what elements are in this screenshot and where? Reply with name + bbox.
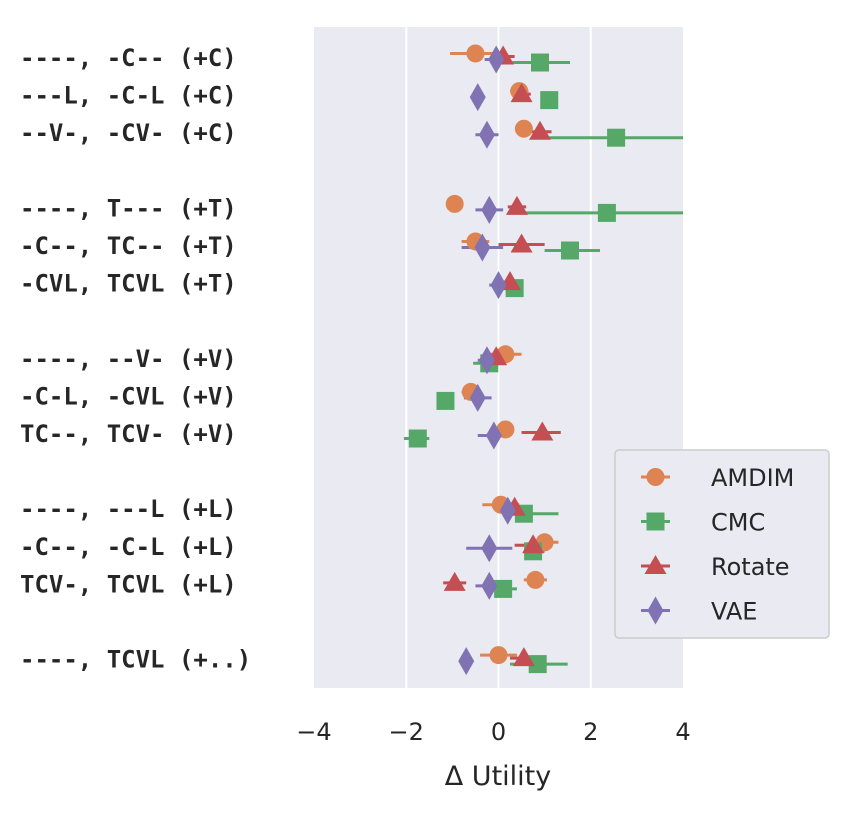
data-point xyxy=(458,647,475,676)
x-tick-label: −2 xyxy=(389,718,424,746)
legend-label: Rotate xyxy=(711,553,790,581)
legend-marker xyxy=(647,596,664,625)
row-label: ----, -C-- (+C) xyxy=(20,44,237,72)
legend-label: AMDIM xyxy=(711,464,794,492)
row-label: TC--, TCV- (+V) xyxy=(20,420,237,448)
row-label: -C--, TC-- (+T) xyxy=(20,232,237,260)
row-labels: ----, -C-- (+C) ---L, -C-L (+C) --V-, -CV-… xyxy=(20,44,251,674)
data-point xyxy=(499,496,516,525)
data-point xyxy=(528,655,547,674)
data-point xyxy=(474,233,491,262)
row-label: ----, --V- (+V) xyxy=(20,345,237,373)
legend-box xyxy=(614,449,830,639)
row-label: --V-, -CV- (+C) xyxy=(20,119,237,147)
data-point xyxy=(512,647,535,667)
data-point xyxy=(481,571,498,600)
data-point xyxy=(494,579,513,598)
data-point xyxy=(436,391,455,410)
row-label: ----, ---L (+L) xyxy=(20,495,237,523)
data-point xyxy=(522,534,545,554)
legend-marker xyxy=(644,555,667,574)
row-label: -CVL, TCVL (+T) xyxy=(20,270,237,298)
data-point xyxy=(478,346,495,375)
legend-marker xyxy=(646,468,665,486)
data-point xyxy=(489,646,508,665)
data-point xyxy=(529,120,552,140)
data-point xyxy=(488,45,505,74)
data-point xyxy=(443,571,466,591)
data-point xyxy=(531,421,554,441)
x-tick-label: 4 xyxy=(675,718,690,746)
row-label: TCV-, TCVL (+L) xyxy=(20,570,237,598)
row-label: ---L, -C-L (+C) xyxy=(20,82,237,110)
row-label: ----, TCVL (+..) xyxy=(20,646,251,674)
legend-label: CMC xyxy=(711,509,765,537)
data-point xyxy=(485,421,502,450)
data-point xyxy=(481,195,498,224)
x-tick-label: −4 xyxy=(296,718,331,746)
data-point xyxy=(490,271,507,300)
legend: AMDIM CMC Rotate VAE xyxy=(614,449,830,639)
x-tick-labels: −4 −2 0 2 4 xyxy=(296,718,690,746)
data-point xyxy=(560,241,579,260)
data-point xyxy=(445,194,464,213)
x-axis-label: Δ Utility xyxy=(445,761,551,792)
row-label: -C--, -C-L (+L) xyxy=(20,533,237,561)
row-label: ----, T--- (+T) xyxy=(20,194,237,222)
data-point xyxy=(481,534,498,563)
data-point xyxy=(510,233,533,253)
data-point xyxy=(607,128,626,147)
data-point xyxy=(526,570,545,589)
data-point xyxy=(505,195,528,215)
x-tick-label: 0 xyxy=(491,718,506,746)
data-point xyxy=(510,83,533,103)
markers xyxy=(408,44,626,676)
data-point xyxy=(531,53,550,72)
data-point xyxy=(478,120,495,149)
legend-label: VAE xyxy=(711,598,757,626)
data-point xyxy=(466,44,485,63)
row-label: -C-L, -CVL (+V) xyxy=(20,382,237,410)
data-point xyxy=(540,91,559,110)
legend-marker xyxy=(646,512,665,531)
data-point xyxy=(514,119,533,138)
data-point xyxy=(469,383,486,412)
x-tick-label: 2 xyxy=(583,718,598,746)
data-point xyxy=(597,203,616,222)
data-point xyxy=(469,83,486,112)
data-point xyxy=(408,429,427,448)
